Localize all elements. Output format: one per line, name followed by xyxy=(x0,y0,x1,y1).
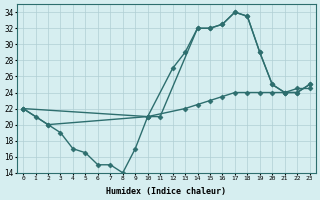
X-axis label: Humidex (Indice chaleur): Humidex (Indice chaleur) xyxy=(106,187,226,196)
